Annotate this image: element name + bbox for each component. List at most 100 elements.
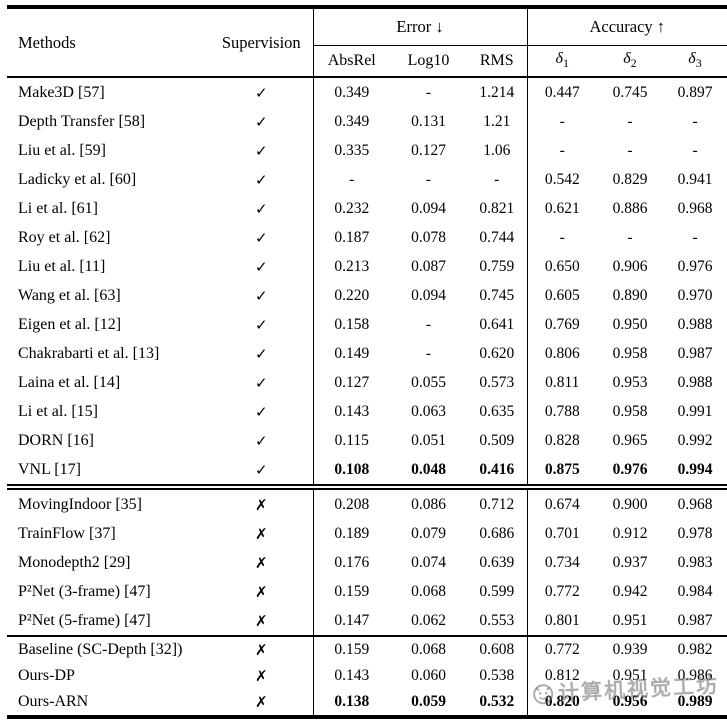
- absrel-cell: 0.220: [334, 286, 370, 304]
- delta3-cell: 0.991: [677, 402, 713, 420]
- delta1-cell: 0.801: [544, 611, 580, 629]
- delta2-cell: 0.900: [612, 495, 648, 513]
- absrel-cell: 0.149: [334, 344, 370, 362]
- table-row: Liu et al. [59] ✓ 0.335 0.127 1.06 - - -: [7, 136, 727, 165]
- rms-cell: 0.686: [467, 519, 528, 548]
- supervision-mark-cell: ✗: [210, 548, 314, 577]
- delta2-cell: 0.939: [612, 641, 648, 658]
- log10-cell: 0.078: [411, 228, 446, 246]
- rms-cell: 0.744: [467, 223, 528, 252]
- absrel-column-header: AbsRel: [327, 52, 376, 69]
- method-cell: VNL [17]: [18, 460, 81, 478]
- log10-cell: 0.131: [411, 112, 446, 130]
- delta3-cell: -: [692, 228, 698, 246]
- error-group-header: Error ↓: [313, 7, 528, 46]
- delta1-cell: 0.812: [544, 667, 580, 684]
- log10-column-header: Log10: [407, 52, 450, 69]
- table-row: Laina et al. [14] ✓ 0.127 0.055 0.573 0.811 0.…: [7, 368, 727, 397]
- self-supervised-methods-section: MovingIndoor [35] ✗ 0.208 0.086 0.712 0.674 0.…: [7, 487, 727, 636]
- delta1-cell: 0.769: [544, 315, 580, 333]
- delta1-cell: 0.701: [544, 524, 580, 542]
- method-cell: DORN [16]: [18, 431, 94, 449]
- table-row: Li et al. [15] ✓ 0.143 0.063 0.635 0.788 0.958…: [7, 397, 727, 426]
- table-row: Ours-DP ✗ 0.143 0.060 0.538 0.812 0.951 0.986: [7, 663, 727, 689]
- absrel-cell: 0.176: [334, 553, 370, 571]
- absrel-cell: 0.349: [334, 112, 370, 130]
- supervised-methods-section: Make3D [57] ✓ 0.349 - 1.214 0.447 0.745 0.897 De…: [7, 77, 727, 487]
- log10-cell: 0.060: [411, 667, 446, 684]
- log10-cell: 0.079: [411, 524, 446, 542]
- absrel-cell: 0.143: [334, 402, 370, 420]
- absrel-cell: 0.143: [334, 667, 370, 684]
- table-row: Ladicky et al. [60] ✓ - - -0.542 0.829 0.941: [7, 165, 727, 194]
- absrel-cell: 0.349: [334, 83, 370, 101]
- rms-cell: 0.553: [467, 606, 528, 636]
- absrel-cell: 0.187: [334, 228, 370, 246]
- log10-cell: 0.048: [411, 460, 446, 478]
- delta2-cell: 0.745: [612, 83, 648, 101]
- log10-cell: -: [425, 83, 432, 101]
- method-cell: Eigen et al. [12]: [18, 315, 122, 333]
- absrel-cell: 0.159: [334, 641, 370, 658]
- delta3-cell: 0.970: [677, 286, 713, 304]
- supervision-mark-cell: ✓: [210, 194, 314, 223]
- table-row: Eigen et al. [12] ✓ 0.158 - 0.641 0.769 0.950 0…: [7, 310, 727, 339]
- delta3-cell: 0.994: [677, 460, 713, 478]
- method-cell: Li et al. [61]: [18, 199, 98, 217]
- rms-cell: 0.639: [467, 548, 528, 577]
- method-cell: Ladicky et al. [60]: [18, 170, 137, 188]
- method-cell: Wang et al. [63]: [18, 286, 121, 304]
- absrel-cell: 0.213: [334, 257, 370, 275]
- rms-cell: 0.712: [467, 487, 528, 519]
- log10-cell: 0.068: [411, 582, 446, 600]
- delta1-cell: -: [559, 112, 565, 130]
- method-cell: Ours-ARN: [18, 693, 89, 710]
- absrel-cell: 0.335: [334, 141, 370, 159]
- method-cell: Roy et al. [62]: [18, 228, 111, 246]
- delta2-cell: 0.829: [612, 170, 648, 188]
- delta1-cell: 0.447: [544, 83, 580, 101]
- supervision-mark-cell: ✓: [210, 397, 314, 426]
- delta3-cell: 0.987: [677, 344, 713, 362]
- method-cell: Laina et al. [14]: [18, 373, 121, 391]
- rms-cell: 1.06: [467, 136, 528, 165]
- method-cell: P²Net (3-frame) [47]: [18, 582, 151, 600]
- supervision-mark-cell: ✗: [210, 689, 314, 717]
- method-cell: MovingIndoor [35]: [18, 495, 142, 513]
- supervision-column-header: Supervision: [210, 7, 314, 77]
- delta3-cell: 0.992: [677, 431, 713, 449]
- delta3-cell: -: [692, 112, 698, 130]
- results-table: Methods Supervision Error ↓ Accuracy ↑ A…: [7, 5, 727, 719]
- absrel-cell: 0.138: [334, 693, 370, 710]
- rms-cell: 0.641: [467, 310, 528, 339]
- rms-cell: 0.745: [467, 281, 528, 310]
- delta1-cell: 0.811: [545, 373, 580, 391]
- rms-cell: 0.509: [467, 426, 528, 455]
- log10-cell: 0.062: [411, 611, 446, 629]
- table-row: Ours-ARN ✗ 0.138 0.059 0.532 0.820 0.956 0.989: [7, 689, 727, 717]
- log10-cell: 0.068: [411, 641, 446, 658]
- methods-column-header: Methods: [18, 32, 76, 52]
- supervision-mark-cell: ✓: [210, 77, 314, 107]
- supervision-mark-cell: ✓: [210, 165, 314, 194]
- rms-cell: 0.532: [467, 689, 528, 717]
- absrel-cell: 0.208: [334, 495, 370, 513]
- delta1-cell: 0.542: [544, 170, 580, 188]
- rms-cell: 0.608: [467, 636, 528, 663]
- delta2-cell: 0.965: [612, 431, 648, 449]
- supervision-mark-cell: ✓: [210, 339, 314, 368]
- table-row: DORN [16] ✓ 0.115 0.051 0.509 0.828 0.965 0.992: [7, 426, 727, 455]
- log10-cell: 0.074: [411, 553, 446, 571]
- delta1-cell: 0.650: [544, 257, 580, 275]
- delta2-cell: 0.906: [612, 257, 648, 275]
- log10-cell: 0.063: [411, 402, 446, 420]
- delta1-cell: -: [559, 141, 565, 159]
- absrel-cell: -: [349, 170, 355, 188]
- delta2-cell: -: [627, 112, 633, 130]
- delta1-cell: 0.820: [544, 693, 580, 710]
- method-cell: Liu et al. [59]: [18, 141, 106, 159]
- delta3-cell: 0.988: [677, 373, 713, 391]
- table-row: Liu et al. [11] ✓ 0.213 0.087 0.759 0.650 0.90…: [7, 252, 727, 281]
- table-row: Make3D [57] ✓ 0.349 - 1.214 0.447 0.745 0.897: [7, 77, 727, 107]
- method-cell: Make3D [57]: [18, 83, 105, 101]
